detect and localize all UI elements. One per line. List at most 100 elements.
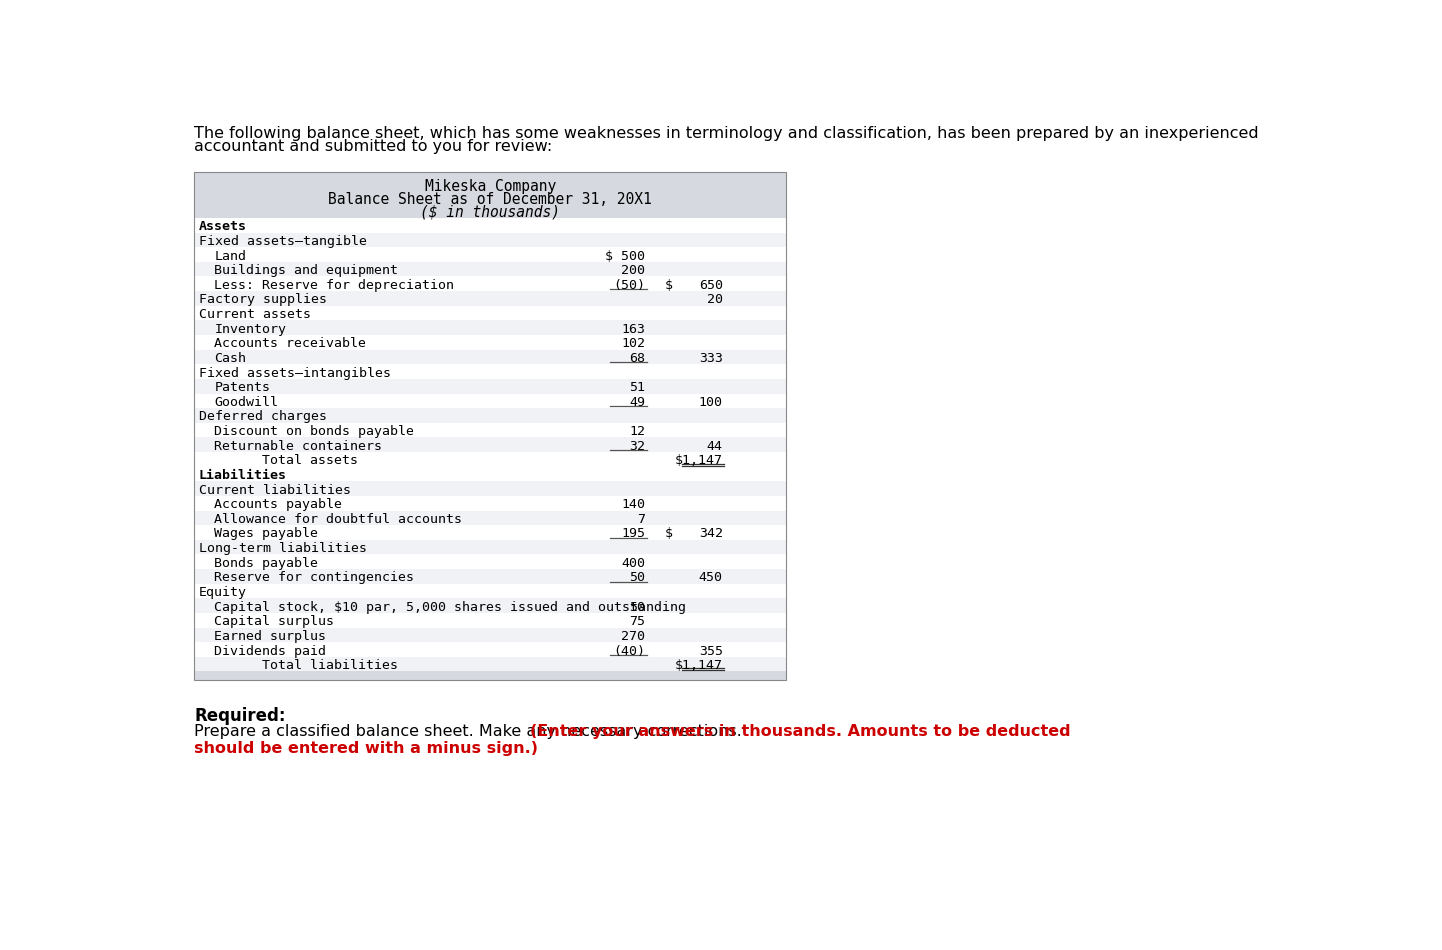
Bar <box>195 364 786 379</box>
Text: 100: 100 <box>699 396 722 408</box>
Bar <box>195 379 786 393</box>
Text: $: $ <box>665 527 672 541</box>
Text: Required:: Required: <box>195 707 286 725</box>
Text: Total liabilities: Total liabilities <box>229 659 398 673</box>
Text: 140: 140 <box>622 498 645 511</box>
Text: Long-term liabilities: Long-term liabilities <box>199 542 366 555</box>
Bar <box>195 291 786 306</box>
Bar <box>195 555 786 569</box>
Bar <box>195 320 786 335</box>
Text: Dividends paid: Dividends paid <box>215 644 326 657</box>
Text: Deferred charges: Deferred charges <box>199 410 327 424</box>
Text: 75: 75 <box>629 616 645 628</box>
Bar <box>195 306 786 320</box>
Text: (50): (50) <box>613 278 645 292</box>
Bar <box>195 540 786 555</box>
Bar <box>195 466 786 482</box>
Text: accountant and submitted to you for review:: accountant and submitted to you for revi… <box>195 139 552 154</box>
Text: Earned surplus: Earned surplus <box>215 630 326 643</box>
Text: 44: 44 <box>707 440 722 453</box>
Text: Allowance for doubtful accounts: Allowance for doubtful accounts <box>215 513 463 526</box>
Text: 270: 270 <box>622 630 645 643</box>
Bar <box>195 525 786 540</box>
Text: Factory supplies: Factory supplies <box>199 294 327 307</box>
Text: Reserve for contingencies: Reserve for contingencies <box>215 571 414 584</box>
Bar <box>195 569 786 583</box>
Text: Patents: Patents <box>215 381 270 394</box>
Bar <box>195 423 786 437</box>
Bar <box>195 408 786 423</box>
Text: Equity: Equity <box>199 586 247 599</box>
Text: Assets: Assets <box>199 220 247 234</box>
Text: Wages payable: Wages payable <box>215 527 319 541</box>
Text: Accounts payable: Accounts payable <box>215 498 342 511</box>
Text: Accounts receivable: Accounts receivable <box>215 337 366 351</box>
Text: 163: 163 <box>622 323 645 335</box>
Text: should be entered with a minus sign.): should be entered with a minus sign.) <box>195 741 538 756</box>
Bar <box>195 350 786 364</box>
Text: ($ in thousands): ($ in thousands) <box>420 204 561 219</box>
Bar <box>195 482 786 496</box>
Text: Discount on bonds payable: Discount on bonds payable <box>215 425 414 438</box>
Text: 342: 342 <box>699 527 722 541</box>
Text: Current assets: Current assets <box>199 308 311 321</box>
Text: Capital surplus: Capital surplus <box>215 616 335 628</box>
Bar <box>195 656 786 672</box>
Bar <box>195 598 786 613</box>
Bar <box>195 437 786 452</box>
Text: Balance Sheet as of December 31, 20X1: Balance Sheet as of December 31, 20X1 <box>329 192 652 207</box>
Bar <box>195 496 786 510</box>
Text: 450: 450 <box>699 571 722 584</box>
Text: Land: Land <box>215 250 247 262</box>
Text: 49: 49 <box>629 396 645 408</box>
Text: $ 500: $ 500 <box>606 250 645 262</box>
Text: 50: 50 <box>629 571 645 584</box>
Text: Mikeska Company: Mikeska Company <box>424 180 555 195</box>
Bar <box>195 583 786 598</box>
Text: Returnable containers: Returnable containers <box>215 440 382 453</box>
Text: The following balance sheet, which has some weaknesses in terminology and classi: The following balance sheet, which has s… <box>195 125 1259 141</box>
Text: 333: 333 <box>699 352 722 365</box>
Text: $: $ <box>665 278 672 292</box>
Text: 102: 102 <box>622 337 645 351</box>
Text: Fixed assets–intangibles: Fixed assets–intangibles <box>199 367 391 380</box>
Text: 12: 12 <box>629 425 645 438</box>
Text: 355: 355 <box>699 644 722 657</box>
Text: Liabilities: Liabilities <box>199 469 287 482</box>
Text: Capital stock, $10 par, 5,000 shares issued and outstanding: Capital stock, $10 par, 5,000 shares iss… <box>215 600 686 614</box>
Text: 20: 20 <box>707 294 722 307</box>
Text: 200: 200 <box>622 264 645 277</box>
Text: Cash: Cash <box>215 352 247 365</box>
Bar <box>195 218 786 233</box>
Bar <box>195 247 786 262</box>
Bar <box>195 172 786 680</box>
Text: 7: 7 <box>637 513 645 526</box>
Text: Goodwill: Goodwill <box>215 396 278 408</box>
Text: 68: 68 <box>629 352 645 365</box>
Text: $1,147: $1,147 <box>675 659 722 673</box>
Text: 32: 32 <box>629 440 645 453</box>
Bar <box>195 510 786 525</box>
Text: Current liabilities: Current liabilities <box>199 484 350 497</box>
Text: 400: 400 <box>622 557 645 570</box>
Bar <box>195 172 786 218</box>
Text: (40): (40) <box>613 644 645 657</box>
Bar <box>195 335 786 350</box>
Text: 650: 650 <box>699 278 722 292</box>
Text: $1,147: $1,147 <box>675 454 722 467</box>
Bar <box>195 452 786 466</box>
Text: Less: Reserve for depreciation: Less: Reserve for depreciation <box>215 278 454 292</box>
Text: Buildings and equipment: Buildings and equipment <box>215 264 398 277</box>
Text: Inventory: Inventory <box>215 323 287 335</box>
Bar <box>195 613 786 628</box>
Text: (Enter your answers in thousands. Amounts to be deducted: (Enter your answers in thousands. Amount… <box>531 724 1071 739</box>
Text: Prepare a classified balance sheet. Make any necessary corrections.: Prepare a classified balance sheet. Make… <box>195 724 747 739</box>
Text: Fixed assets–tangible: Fixed assets–tangible <box>199 235 366 248</box>
Bar <box>195 262 786 276</box>
Bar <box>195 233 786 247</box>
Text: 50: 50 <box>629 600 645 614</box>
Bar <box>195 642 786 656</box>
Text: 195: 195 <box>622 527 645 541</box>
Text: 51: 51 <box>629 381 645 394</box>
Text: Bonds payable: Bonds payable <box>215 557 319 570</box>
